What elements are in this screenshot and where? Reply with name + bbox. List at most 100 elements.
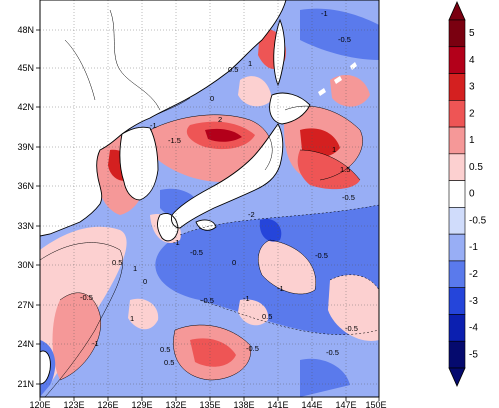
contour-label: 1 [248,59,252,68]
contour-label: 1.5 [340,165,350,174]
colorbar-box [448,46,466,74]
colorbar: 5 4 3 2 1 0.5 0 -0.5 -1 -2 -3 -4 -5 [448,1,487,387]
positive-anomaly-region [297,150,360,190]
shikoku-land [196,219,216,231]
contour-label: -1 [173,238,180,247]
contour-label: -0.5 [338,35,351,44]
positive-anomaly-region [238,299,269,326]
colorbar-tick-label: 1 [469,135,475,146]
colorbar-tick-label: -3 [469,296,478,307]
country-borders [64,9,191,119]
colorbar-tick-label: 3 [469,82,475,93]
mainland-land [40,0,286,236]
colorbar-box [448,19,466,48]
map-frame [39,0,380,398]
positive-anomaly-region [238,76,272,107]
y-tick-label: 39N [17,142,34,152]
contour-label: -0.5 [315,251,328,260]
contour-label: -0.5 [80,293,93,302]
positive-anomaly-region [300,128,340,158]
x-tick-label: 132E [165,400,186,408]
colorbar-tick-label: -0.5 [469,215,487,226]
y-tick-label: 45N [17,63,34,73]
contour-label: -0.5 [345,324,358,333]
colorbar-tick-label: 0 [469,189,475,200]
x-tick-label: 135E [199,400,220,408]
colorbar-box [448,153,466,181]
contour-label: -1 [321,9,328,18]
colorbar-tick-label: 4 [469,55,475,66]
colorbar-box [448,180,466,208]
colorbar-tick-label: 0.5 [469,162,483,173]
colorbar-tick-label: -5 [469,349,478,360]
y-tick-label: 48N [17,25,34,35]
contour-label: -1 [277,284,284,293]
contour-label: 0 [210,94,214,103]
contour-label: 0.5 [160,345,170,354]
contour-label: 0.5 [228,65,238,74]
y-tick-label: 42N [17,102,34,112]
colorbar-box [448,287,466,315]
y-tick-label: 24N [17,339,34,349]
positive-anomaly-region [328,274,379,341]
colorbar-extend-max [448,1,466,21]
contour-label: -2 [248,210,255,219]
x-tick-label: 123E [63,400,84,408]
colorbar-extend-min [448,367,466,387]
positive-anomaly-region [330,75,370,107]
x-tick-label: 141E [267,400,288,408]
x-tick-label: 138E [233,400,254,408]
contour-label: 1 [130,314,134,323]
x-tick-label: 144E [301,400,322,408]
axis-tick-marks [36,29,380,401]
contour-lines [40,105,379,397]
contour-label: -0.5 [201,296,214,305]
y-tick-label: 36N [17,181,34,191]
contour-label: -0.5 [246,344,259,353]
colorbar-box [448,260,466,288]
contour-labels: -1 -0.5 0.5 1 2 0 -1.5 1.5 -2 -0.5 -1 0.… [80,9,358,367]
y-tick-label: 21N [17,379,34,389]
colorbar-box [448,207,466,235]
contour-label: -0.5 [190,248,203,257]
y-tick-label: 30N [17,260,34,270]
x-tick-label: 120E [29,400,50,408]
y-tick-label: 33N [17,221,34,231]
honshu-land [171,124,283,228]
colorbar-tick-label: -4 [469,323,478,334]
contour-label: -1.5 [168,136,181,145]
negative-anomaly-region [300,358,350,397]
negative-anomaly-region [259,218,282,242]
contour-label: 0 [143,277,147,286]
y-tick-label: 27N [17,300,34,310]
contour-label: -1 [243,294,250,303]
contour-label: 0.5 [262,312,272,321]
contour-label: 1 [133,264,137,273]
contour-label: 0 [232,258,236,267]
positive-anomaly-region [52,292,101,380]
colorbar-tick-label: 5 [469,28,475,39]
colorbar-tick-label: 2 [469,108,475,119]
x-tick-label: 147E [335,400,356,408]
contour-label: 1 [332,145,336,154]
kyushu-land [157,213,178,241]
x-tick-label: 126E [97,400,118,408]
colorbar-tick-label: -2 [469,269,478,280]
colorbar-box [448,340,466,369]
contour-label: -1 [92,339,99,348]
x-axis-labels: 120E 123E 126E 129E 132E 135E 138E 141E … [29,400,386,408]
x-tick-label: 150E [365,400,386,408]
colorbar-box [448,100,466,128]
kuril-islands [318,62,357,96]
negative-anomaly-region [300,8,379,61]
colorbar-box [448,314,466,342]
coastlines [40,0,311,385]
contour-label: 0.5 [112,258,122,267]
colorbar-box [448,73,466,101]
gridlines [40,0,379,397]
colorbar-box [448,233,466,262]
contour-label: 0.5 [164,358,174,367]
y-axis-labels: 21N 24N 27N 30N 33N 36N 39N 42N 45N 48N [17,25,34,389]
colorbar-tick-label: -1 [469,242,478,253]
